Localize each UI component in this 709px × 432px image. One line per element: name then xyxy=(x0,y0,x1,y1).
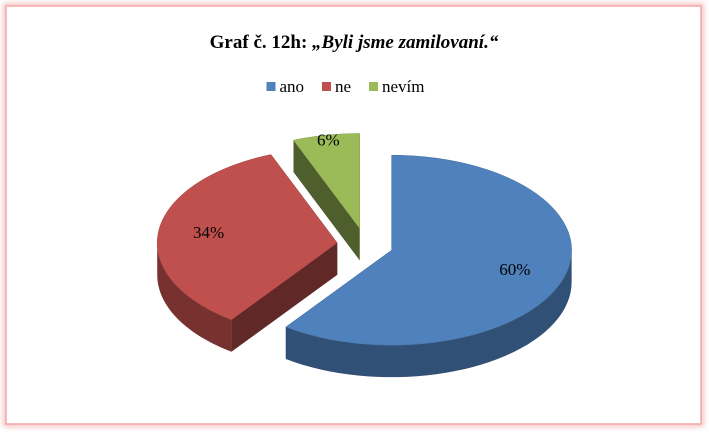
legend-label: ano xyxy=(280,77,305,96)
legend-label: nevím xyxy=(382,77,425,96)
slice-side xyxy=(157,242,232,352)
legend-swatch xyxy=(266,82,276,91)
slice-cut-face xyxy=(293,140,360,261)
slice-side xyxy=(285,250,572,378)
slice xyxy=(156,154,338,321)
data-label: 6% xyxy=(317,131,340,150)
chart-title: Graf č. 12h: xyxy=(210,32,308,53)
slice-group xyxy=(156,154,338,352)
slice-group xyxy=(285,154,572,378)
slice xyxy=(285,154,572,346)
slice-cut-face xyxy=(231,242,338,352)
chart-title-line: Graf č. 12h: „Byli jsme zamilovaní.“ xyxy=(210,32,499,53)
slice-group xyxy=(293,133,361,261)
legend-swatch xyxy=(369,82,378,91)
data-label: 60% xyxy=(499,260,530,279)
chart-subtitle: „Byli jsme zamilovaní.“ xyxy=(312,32,499,53)
slice xyxy=(293,133,361,230)
legend-swatch xyxy=(322,82,331,91)
legend-label: ne xyxy=(335,77,351,96)
data-label: 34% xyxy=(193,223,224,242)
